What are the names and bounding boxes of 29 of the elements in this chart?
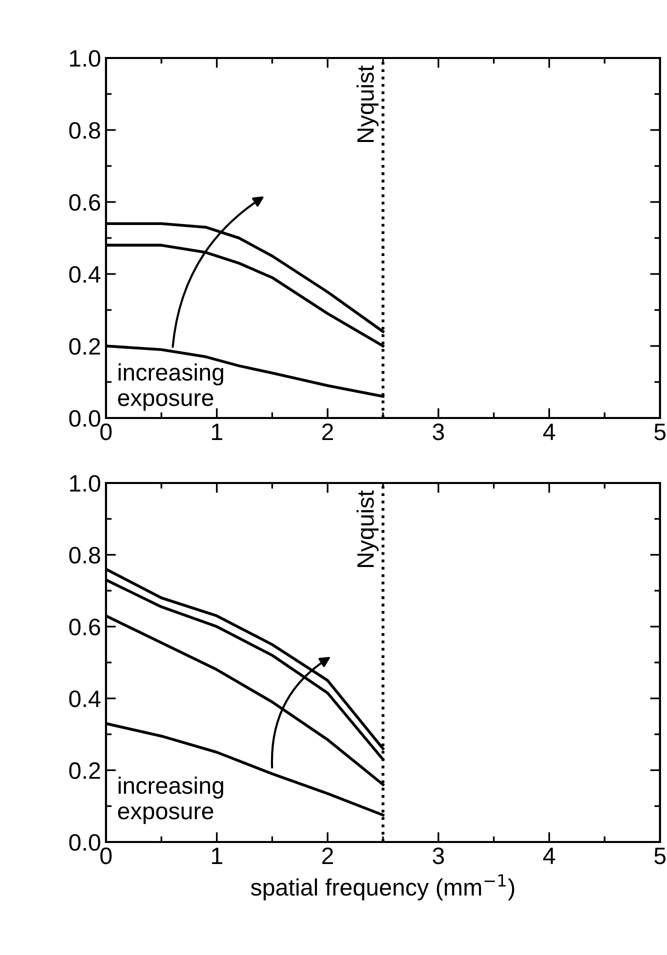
x-axis-title: spatial frequency (mm$^{−1}$) [250,874,514,900]
ref-line-label: Nyquist [356,65,379,142]
annotation: increasing exposure [118,363,224,411]
x-tick-label: 3 [432,847,444,864]
annotation: increasing exposure [118,776,224,824]
x-tick-label: 4 [543,848,556,864]
x-tick-label: 4 [543,424,556,440]
y-tick-label: 0.4 [69,690,100,708]
y-tick-label: 0.8 [69,546,100,564]
x-tick-label: 1 [212,424,222,440]
x-tick-label: 2 [322,847,333,864]
x-tick-label: 0 [100,847,112,864]
x-tick-label: 5 [654,848,666,864]
y-tick-label: 1.0 [70,475,100,492]
x-tick-label: 0 [100,423,112,440]
y-tick-label: 0.0 [69,834,100,851]
y-tick-label: 0.0 [69,410,100,427]
y-tick-label: 0.2 [69,762,100,779]
y-tick-label: 0.8 [69,122,100,139]
x-tick-label: 3 [432,423,444,440]
y-tick-label: 0.6 [69,618,100,636]
x-tick-label: 5 [654,424,666,440]
y-tick-label: 1.0 [70,50,100,67]
y-tick-label: 0.6 [69,194,100,211]
ref-line-label: Nyquist [356,490,379,567]
y-tick-label: 0.2 [69,338,100,355]
x-tick-label: 1 [212,848,222,864]
y-tick-label: 0.4 [69,266,100,283]
x-tick-label: 2 [322,423,333,440]
